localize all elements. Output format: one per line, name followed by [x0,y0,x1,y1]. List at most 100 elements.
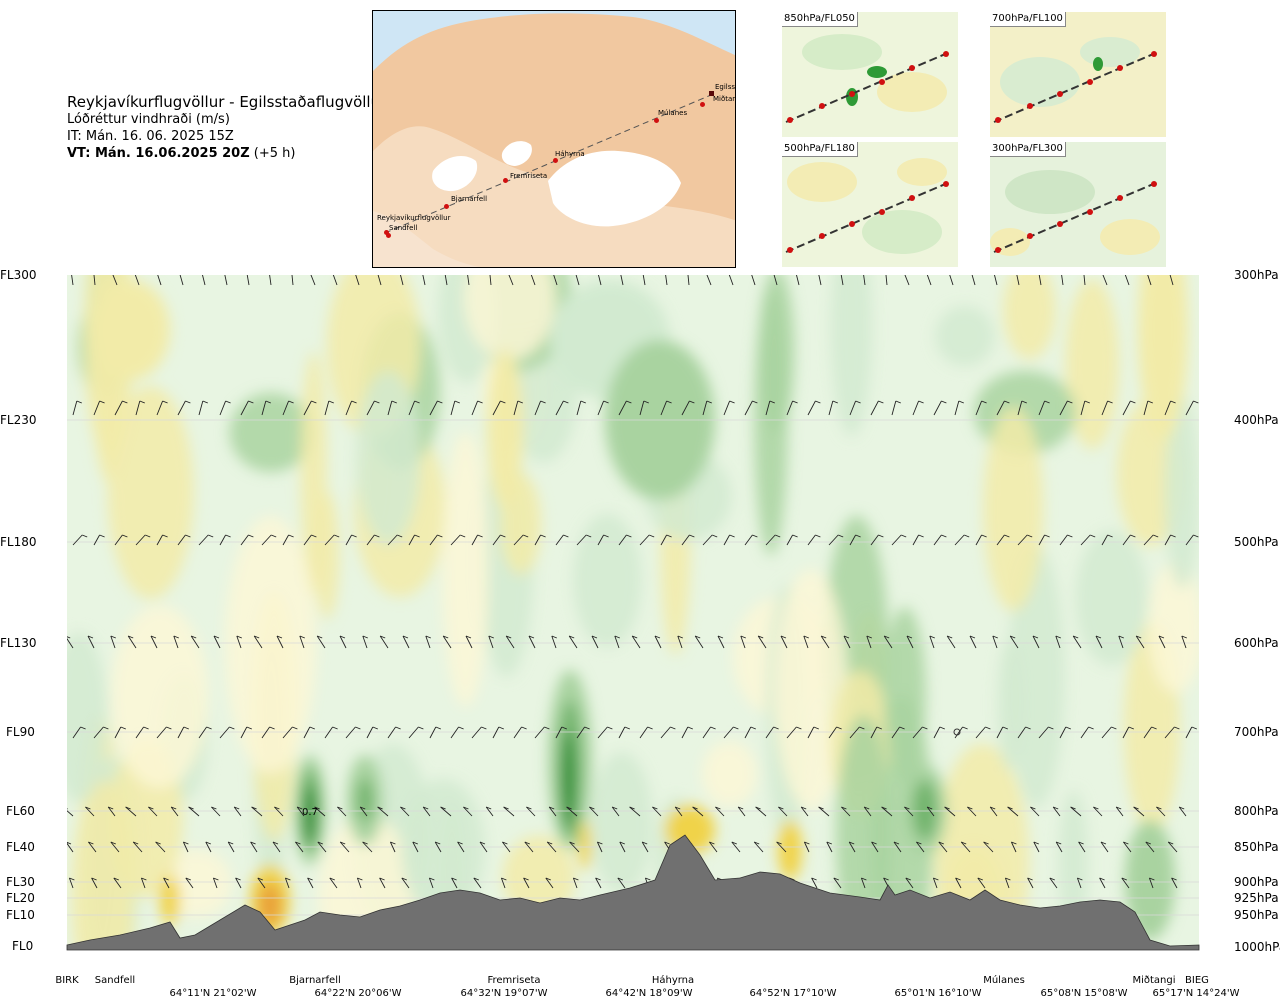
wind-barb [969,635,977,649]
fl-label-130: FL130 [0,636,37,650]
field-patch [67,632,108,803]
wind-barb-feather [288,400,294,404]
mini-map-300: 300hPa/FL300 [990,142,1166,267]
wind-barb [618,534,627,546]
wind-barb-feather [460,534,466,538]
wind-barb-feather [687,726,693,730]
wind-barb [198,534,209,546]
field-patch [478,443,535,678]
wind-barb [1167,841,1178,853]
wind-barb-feather [236,635,242,639]
wind-barb-feather [1004,400,1010,404]
wind-barb [989,806,998,817]
wind-barb [1038,534,1045,546]
map-marker-midtangi [700,102,705,107]
vertical-velocity-cell [304,785,316,845]
wind-barb [107,806,116,817]
field-patch [86,275,122,345]
wind-barb-feather [958,400,964,404]
wind-barb [576,534,587,546]
wind-barb-feather [705,269,710,271]
map-marker-bjarnarfell [444,204,449,209]
wind-barb-feather [778,806,784,810]
wind-barb [492,726,500,739]
field-patch [107,386,194,600]
wind-barb [317,841,327,853]
wind-barb [85,806,95,817]
valid-time: VT: Mán. 16.06.2025 20Z (+5 h) [67,145,387,162]
wind-barb [450,534,461,546]
wind-barb-feather [225,400,231,404]
wind-barb-feather [80,726,86,730]
wind-barb-feather [88,841,94,845]
field-patch [83,756,140,950]
wind-barb [1017,534,1028,546]
wind-barb-feather [1145,841,1151,845]
wind-barb-feather [792,534,798,538]
wind-barb-feather [695,635,701,639]
wind-barb [485,806,494,817]
wind-barb [681,400,690,416]
wind-barb-feather [376,269,381,271]
wind-barb [568,635,578,649]
wind-barb [1049,877,1058,889]
wind-barb [597,726,608,739]
wind-barb-feather [143,726,149,730]
wind-barb [1178,806,1187,817]
wind-barb [1115,806,1124,817]
wind-barb-feather [586,534,592,538]
wind-barb [1076,877,1082,889]
wind-barb [686,841,695,853]
wind-barb-feather [357,877,363,881]
wind-barb-feather [477,400,483,404]
wind-barb-feather [148,806,154,810]
wind-barb [67,842,74,853]
fl-label-60: FL60 [6,804,35,818]
terrain-profile [66,834,1200,951]
wind-barb-feather [574,269,579,271]
wind-barb-feather [859,726,865,730]
wind-barb-feather [254,635,260,639]
wind-barb [444,275,448,286]
wind-barb [1038,726,1049,739]
wind-barb [702,400,708,416]
field-patch [883,607,926,785]
wind-barb-feather [76,400,82,404]
wind-barb-feather [1170,534,1176,538]
wind-barb-feather [374,400,380,404]
wind-barb-feather [925,269,930,271]
wind-barb [1122,726,1130,739]
location-label-mulanes: Múlanes [983,975,1025,986]
field-patch [983,407,1044,611]
wind-barb-feather [351,534,357,538]
wind-barb [473,877,482,889]
wind-barb [68,877,74,889]
wind-barb [883,877,890,889]
wind-barb [429,400,438,416]
wind-barb [1148,877,1154,889]
wind-barb [1101,726,1112,739]
field-patch [1075,530,1148,666]
wind-barb-feather [918,400,924,404]
wind-barb [820,635,830,649]
wind-barb-feather [178,269,183,271]
wind-barb [261,726,270,739]
coordinate-label: 65°08'N 15°08'W [1040,988,1128,999]
wind-barb [251,806,263,817]
wind-barb-feather [99,534,105,538]
wind-barb-feather [67,636,71,639]
location-label-hahyrna: Háhyrna [651,975,695,986]
wind-barb [912,534,919,546]
wind-barb-feather [642,841,648,845]
wind-barb-feather [544,726,550,730]
wind-barb [379,635,389,649]
wind-barb-feather [110,841,116,845]
wind-barb-feather [1171,877,1177,881]
wind-barb-feather [729,400,735,404]
wind-barb [135,400,141,416]
wind-barb [224,275,228,286]
wind-barb [717,635,725,649]
location-label-bjarnarfell: Bjarnarfell [289,975,341,986]
coordinate-label: 64°42'N 18°09'W [605,988,693,999]
wind-barb-feather [1077,877,1083,881]
